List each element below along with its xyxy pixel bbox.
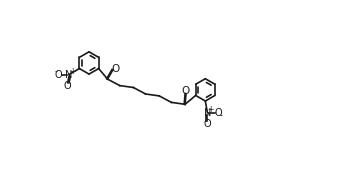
Text: O: O (203, 119, 211, 129)
Text: N: N (65, 69, 73, 80)
Text: +: + (208, 105, 214, 114)
Text: O: O (64, 81, 71, 91)
Text: N: N (204, 108, 211, 118)
Text: +: + (69, 67, 76, 76)
Text: O: O (214, 108, 222, 118)
Text: O: O (55, 69, 63, 80)
Text: O: O (181, 85, 189, 96)
Text: O: O (111, 64, 119, 74)
Text: -: - (220, 111, 223, 120)
Text: -: - (54, 67, 57, 76)
